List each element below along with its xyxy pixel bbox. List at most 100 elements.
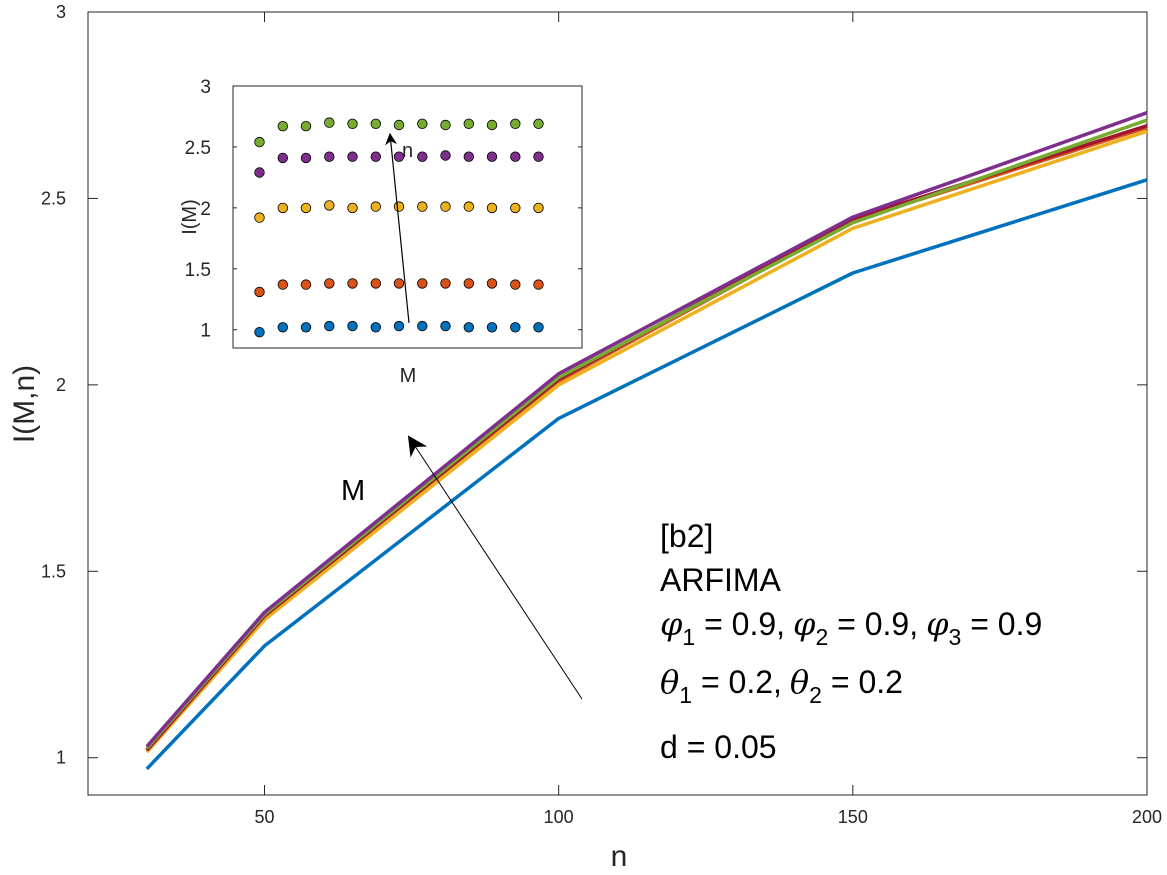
phi-value-1: = 0.9, <box>695 606 785 642</box>
y-axis-title: I(M,n) <box>8 365 41 443</box>
annotation-phi-line: φ1 = 0.9, φ2 = 0.9, φ3 = 0.9 <box>660 605 1042 650</box>
inset-plot: 1 1.5 2 2.5 3 n M I(M) <box>179 77 583 387</box>
inset-point <box>440 150 451 161</box>
x-tick-label: 50 <box>254 807 274 827</box>
inset-point <box>300 202 312 214</box>
inset-point <box>254 212 265 223</box>
phi-value-2: = 0.9, <box>828 606 918 642</box>
y-tick-label: 3 <box>56 2 66 22</box>
theta-value-1: = 0.2, <box>692 664 782 700</box>
phi-symbol-2: φ <box>793 605 816 643</box>
inset-point <box>324 278 335 289</box>
inset-arrow-label: n <box>402 140 413 162</box>
inset-point <box>510 279 521 290</box>
inset-point <box>533 322 544 333</box>
x-tick-label: 200 <box>1132 807 1162 827</box>
inset-point <box>324 320 335 332</box>
series-line-m1 <box>145 178 1148 771</box>
inset-point <box>533 151 544 162</box>
inset-point <box>510 118 521 130</box>
main-series-lines <box>145 111 1148 771</box>
inset-y-tick-label: 3 <box>200 77 211 98</box>
inset-point <box>510 322 521 333</box>
annotation-d-line: d = 0.05 <box>660 729 777 765</box>
inset-axis-ticks: 1 1.5 2 2.5 3 <box>185 77 582 342</box>
theta-sub-1: 1 <box>679 682 692 708</box>
inset-point <box>277 120 289 132</box>
inset-point <box>277 322 289 333</box>
inset-point <box>440 201 451 212</box>
inset-y-tick-label: 2 <box>200 199 211 220</box>
inset-point <box>463 151 475 162</box>
annotation-tag: [b2] <box>660 518 713 554</box>
inset-point <box>417 201 428 212</box>
inset-point <box>463 322 475 333</box>
x-axis-title: n <box>611 840 628 873</box>
inset-point <box>510 151 521 162</box>
inset-point <box>440 119 451 131</box>
inset-point <box>347 320 358 332</box>
inset-point <box>277 279 289 290</box>
inset-y-tick-label: 2.5 <box>185 138 211 159</box>
inset-point <box>440 278 451 289</box>
inset-point <box>300 120 312 132</box>
inset-point <box>463 278 475 289</box>
x-tick-label: 150 <box>838 807 868 827</box>
inset-point <box>370 278 382 289</box>
inset-point <box>393 119 405 131</box>
inset-point <box>254 327 265 338</box>
inset-point <box>254 167 265 178</box>
inset-point <box>393 201 405 212</box>
inset-point <box>393 320 405 332</box>
phi-sub-3: 3 <box>949 624 962 650</box>
inset-point <box>277 152 289 164</box>
inset-point <box>510 202 521 214</box>
inset-point <box>463 118 475 130</box>
inset-point <box>370 322 382 333</box>
inset-point <box>486 322 498 333</box>
main-arrow-label: M <box>341 475 365 507</box>
inset-point <box>533 279 544 290</box>
inset-point <box>533 118 544 130</box>
inset-point <box>486 151 498 162</box>
inset-point <box>370 151 382 162</box>
theta-sub-2: 2 <box>809 682 822 708</box>
series-line-m6 <box>145 111 1148 748</box>
phi-symbol-3: φ <box>926 605 949 643</box>
inset-y-tick-label: 1 <box>200 321 211 342</box>
inset-point <box>324 117 335 128</box>
inset-y-axis-title: I(M) <box>179 199 201 235</box>
inset-point <box>347 151 358 162</box>
inset-point <box>370 118 382 130</box>
inset-point <box>486 278 498 289</box>
inset-point <box>417 320 428 332</box>
phi-symbol-1: φ <box>660 605 683 643</box>
theta-symbol-2: θ <box>790 663 809 701</box>
x-tick-label: 100 <box>544 807 574 827</box>
inset-point <box>393 151 405 162</box>
inset-point <box>254 136 265 148</box>
parameter-annotation: [b2] ARFIMA φ1 = 0.9, φ2 = 0.9, φ3 = 0.9 θ… <box>660 518 1042 765</box>
inset-point <box>300 152 312 164</box>
inset-y-tick-label: 1.5 <box>185 260 211 281</box>
inset-point <box>393 278 405 289</box>
y-tick-label: 2 <box>56 375 66 395</box>
main-plot: 50 100 150 200 1 1.5 2 2.5 3 <box>41 2 1162 827</box>
inset-point <box>486 119 498 131</box>
inset-series-points <box>254 117 544 338</box>
theta-symbol-1: θ <box>660 663 679 701</box>
y-tick-label: 1 <box>56 748 66 768</box>
inset-point <box>300 322 312 333</box>
inset-point <box>347 118 358 130</box>
inset-point <box>347 278 358 289</box>
inset-point <box>417 118 428 130</box>
inset-point <box>417 151 428 162</box>
annotation-model: ARFIMA <box>660 562 782 598</box>
theta-value-2: = 0.2 <box>822 664 903 700</box>
inset-point <box>417 278 428 289</box>
inset-point <box>324 200 335 211</box>
main-trend-arrow <box>407 435 583 700</box>
phi-sub-1: 1 <box>682 624 695 650</box>
inset-point <box>324 151 335 162</box>
